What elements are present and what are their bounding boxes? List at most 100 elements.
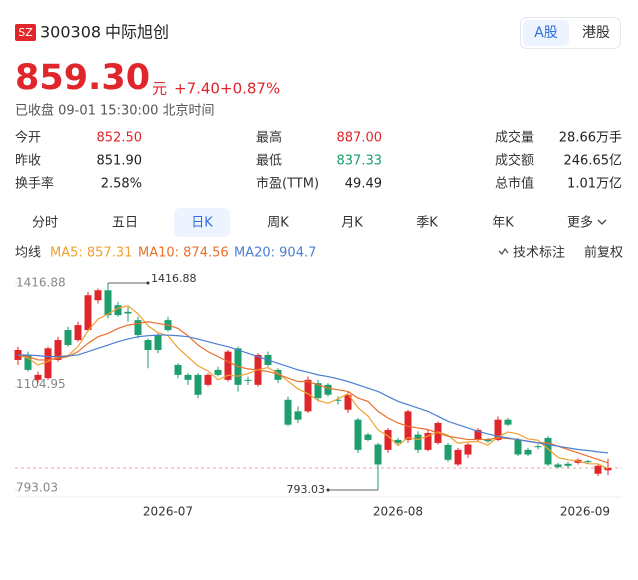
stat-label: 市盈(TTM) xyxy=(256,176,319,192)
stat-value: 837.33 xyxy=(337,154,383,169)
period-tab[interactable]: 年K xyxy=(492,216,514,231)
candle-body xyxy=(44,348,52,379)
annotation-dot xyxy=(326,488,330,492)
stat-label: 换手率 xyxy=(15,176,54,192)
stat-value: 49.49 xyxy=(345,177,382,192)
candle-body xyxy=(54,340,62,360)
candle-body xyxy=(224,351,232,380)
market-tab[interactable]: 港股 xyxy=(582,25,610,41)
period-tab[interactable]: 五日 xyxy=(112,216,138,231)
candle-body xyxy=(544,437,552,465)
price: 859.30 xyxy=(15,58,150,98)
candle-body xyxy=(394,439,402,443)
candle-body xyxy=(144,340,152,350)
candle-body xyxy=(294,411,302,420)
tab-selected xyxy=(523,20,569,46)
candle-body xyxy=(554,464,562,468)
candle-body xyxy=(304,379,312,412)
candle-body xyxy=(504,419,512,425)
candle-body xyxy=(404,411,412,440)
candle-body xyxy=(74,325,82,341)
candle-body xyxy=(284,399,292,425)
tool-icon xyxy=(498,247,509,256)
candle-body xyxy=(364,434,372,440)
candle-body xyxy=(244,379,252,381)
market-tab[interactable]: A股 xyxy=(534,25,558,41)
period-tab[interactable]: 更多 xyxy=(567,215,593,231)
period-tab[interactable]: 季K xyxy=(416,216,438,231)
price-unit: 元 xyxy=(152,80,167,98)
candle-body xyxy=(384,429,392,450)
candle-body xyxy=(444,444,452,460)
candle-body xyxy=(464,444,472,455)
candle-body xyxy=(454,449,462,465)
candle-body xyxy=(174,364,182,375)
x-tick-label: 2026-09 xyxy=(560,505,610,519)
stat-label: 今开 xyxy=(15,130,41,146)
candle-body xyxy=(514,439,522,455)
legend-entry: MA20: 904.7 xyxy=(234,246,316,261)
period-tab[interactable]: 日K xyxy=(191,216,213,231)
candle-body xyxy=(414,434,422,450)
tool[interactable]: 前复权 xyxy=(584,245,623,261)
candle-body xyxy=(194,374,202,395)
y-tick-label: 1104.95 xyxy=(16,377,66,391)
candle-body xyxy=(24,354,32,370)
candle-body xyxy=(354,419,362,450)
ma-line xyxy=(17,305,609,470)
candle-body xyxy=(334,399,342,401)
period-tab[interactable]: 月K xyxy=(341,216,363,231)
stat-value: 851.90 xyxy=(97,154,143,169)
annotation: 1416.88 xyxy=(151,272,197,285)
candle-body xyxy=(124,311,132,314)
x-tick-label: 2026-07 xyxy=(143,505,193,519)
candle-body xyxy=(64,330,72,346)
candle-body xyxy=(424,432,432,450)
legend-entry: MA10: 874.56 xyxy=(138,246,229,261)
candle-body xyxy=(114,305,122,316)
exchange-badge xyxy=(15,24,36,41)
stat-value: 852.50 xyxy=(97,131,143,146)
candle-body xyxy=(184,374,192,380)
stat-value: 1.01万亿 xyxy=(567,177,622,192)
candle-body xyxy=(104,290,112,316)
exchange: SZ xyxy=(18,26,33,39)
stock-name: 中际旭创 xyxy=(105,23,169,42)
period-selected xyxy=(174,208,230,237)
more-chevron xyxy=(597,219,607,225)
candle-body xyxy=(154,335,162,350)
stat-label: 昨收 xyxy=(15,154,41,169)
candle-body xyxy=(94,290,102,301)
candle-body xyxy=(344,394,352,410)
annotation-dot xyxy=(146,281,150,285)
stat-value: 2.58% xyxy=(101,177,142,192)
y-tick-label: 1416.88 xyxy=(16,276,66,290)
candle-body xyxy=(134,320,142,336)
candle-body xyxy=(564,463,572,466)
candle-body xyxy=(34,374,42,380)
candle-body xyxy=(604,468,612,471)
candle-body xyxy=(474,429,482,440)
x-tick-label: 2026-08 xyxy=(373,505,423,519)
candle-body xyxy=(494,419,502,440)
tool[interactable]: 技术标注 xyxy=(513,246,565,261)
stat-label: 最高 xyxy=(256,130,282,146)
stat-value: 887.00 xyxy=(337,131,383,146)
stat-value: 28.66万手 xyxy=(559,131,622,146)
price-change-pct: +0.87% xyxy=(220,80,280,98)
market-status: 已收盘 09-01 15:30:00 北京时间 xyxy=(15,103,215,119)
candle-body xyxy=(274,369,282,380)
stat-value: 246.65亿 xyxy=(564,154,623,169)
legend-entry: MA5: 857.31 xyxy=(50,246,132,261)
period-tab[interactable]: 分时 xyxy=(32,216,58,231)
candle-body xyxy=(534,446,542,448)
candle-body xyxy=(484,439,492,442)
y-tick-label: 793.03 xyxy=(16,481,58,495)
stat-label: 成交额 xyxy=(495,153,534,169)
price-change: +7.40 xyxy=(174,80,220,98)
annotation: 793.03 xyxy=(287,483,326,496)
period-tab[interactable]: 周K xyxy=(267,216,289,231)
stat-label: 最低 xyxy=(256,154,282,169)
